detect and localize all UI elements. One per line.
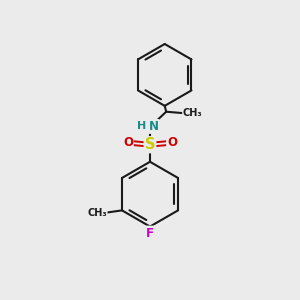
Text: H: H	[136, 121, 146, 130]
Text: CH₃: CH₃	[183, 108, 203, 118]
Text: O: O	[167, 136, 177, 149]
Text: N: N	[148, 120, 158, 133]
Text: F: F	[146, 226, 154, 239]
Text: CH₃: CH₃	[87, 208, 107, 218]
Text: S: S	[145, 137, 155, 152]
Text: O: O	[123, 136, 133, 149]
